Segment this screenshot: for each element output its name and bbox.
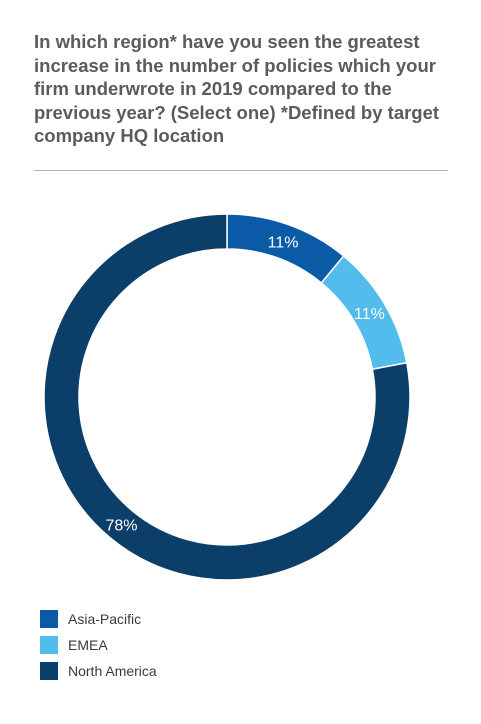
- legend-swatch-north-america: [40, 662, 58, 680]
- data-label-asia-pacific: 11%: [268, 234, 299, 251]
- donut-chart: 11% 11% 78%: [43, 213, 411, 581]
- legend-label-north-america: North America: [68, 663, 157, 679]
- legend-label-emea: EMEA: [68, 637, 108, 653]
- legend-item-asia-pacific: Asia-Pacific: [40, 610, 157, 628]
- legend: Asia-Pacific EMEA North America: [40, 610, 157, 688]
- legend-swatch-asia-pacific: [40, 610, 58, 628]
- legend-item-north-america: North America: [40, 662, 157, 680]
- chart-title: In which region* have you seen the great…: [34, 31, 440, 146]
- donut-slice-north-america: [43, 213, 411, 581]
- legend-item-emea: EMEA: [40, 636, 157, 654]
- title-divider: [34, 170, 448, 171]
- legend-label-asia-pacific: Asia-Pacific: [68, 611, 142, 627]
- legend-swatch-emea: [40, 636, 58, 654]
- data-label-emea: 11%: [354, 306, 385, 323]
- data-label-north-america: 78%: [105, 518, 137, 535]
